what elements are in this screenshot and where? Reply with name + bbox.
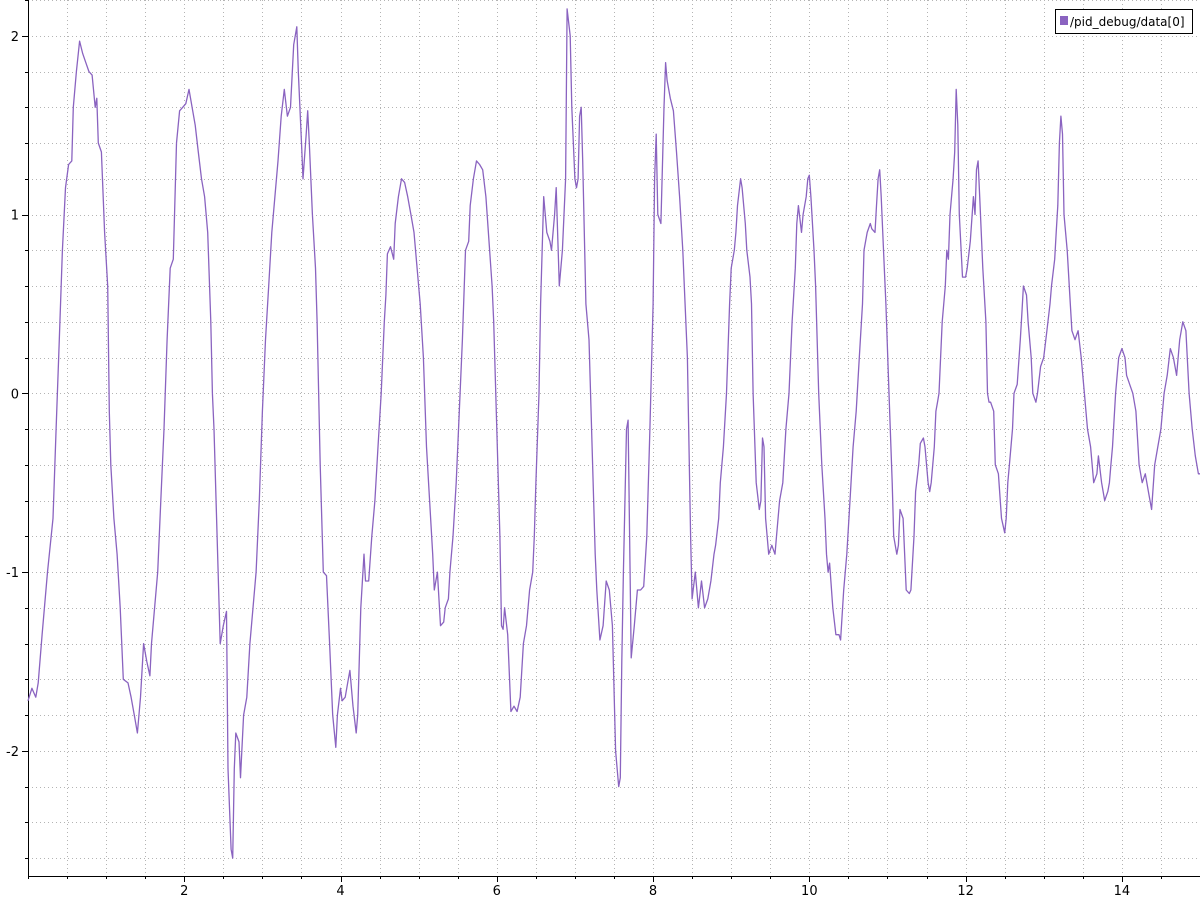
ticks — [22, 0, 1162, 882]
legend: /pid_debug/data[0] — [1055, 9, 1193, 34]
grid — [28, 0, 1200, 876]
y-tick-label: -2 — [6, 745, 19, 760]
legend-label: /pid_debug/data[0] — [1070, 15, 1185, 29]
x-tick-label: 12 — [957, 884, 974, 899]
legend-box — [1055, 9, 1193, 34]
x-tick-label: 2 — [180, 884, 188, 899]
x-tick-label: 4 — [336, 884, 344, 899]
y-tick-label: 0 — [11, 387, 19, 402]
y-tick-label: 2 — [11, 30, 19, 45]
x-tick-label: 6 — [493, 884, 501, 899]
x-tick-label: 8 — [649, 884, 657, 899]
series-group — [27, 8, 1200, 859]
x-tick-label: 14 — [1114, 884, 1131, 899]
series-line — [27, 8, 1200, 859]
legend-swatch — [1060, 16, 1068, 25]
y-tick-label: -1 — [6, 566, 19, 581]
x-tick-label: 10 — [801, 884, 818, 899]
y-tick-label: 1 — [11, 209, 19, 224]
